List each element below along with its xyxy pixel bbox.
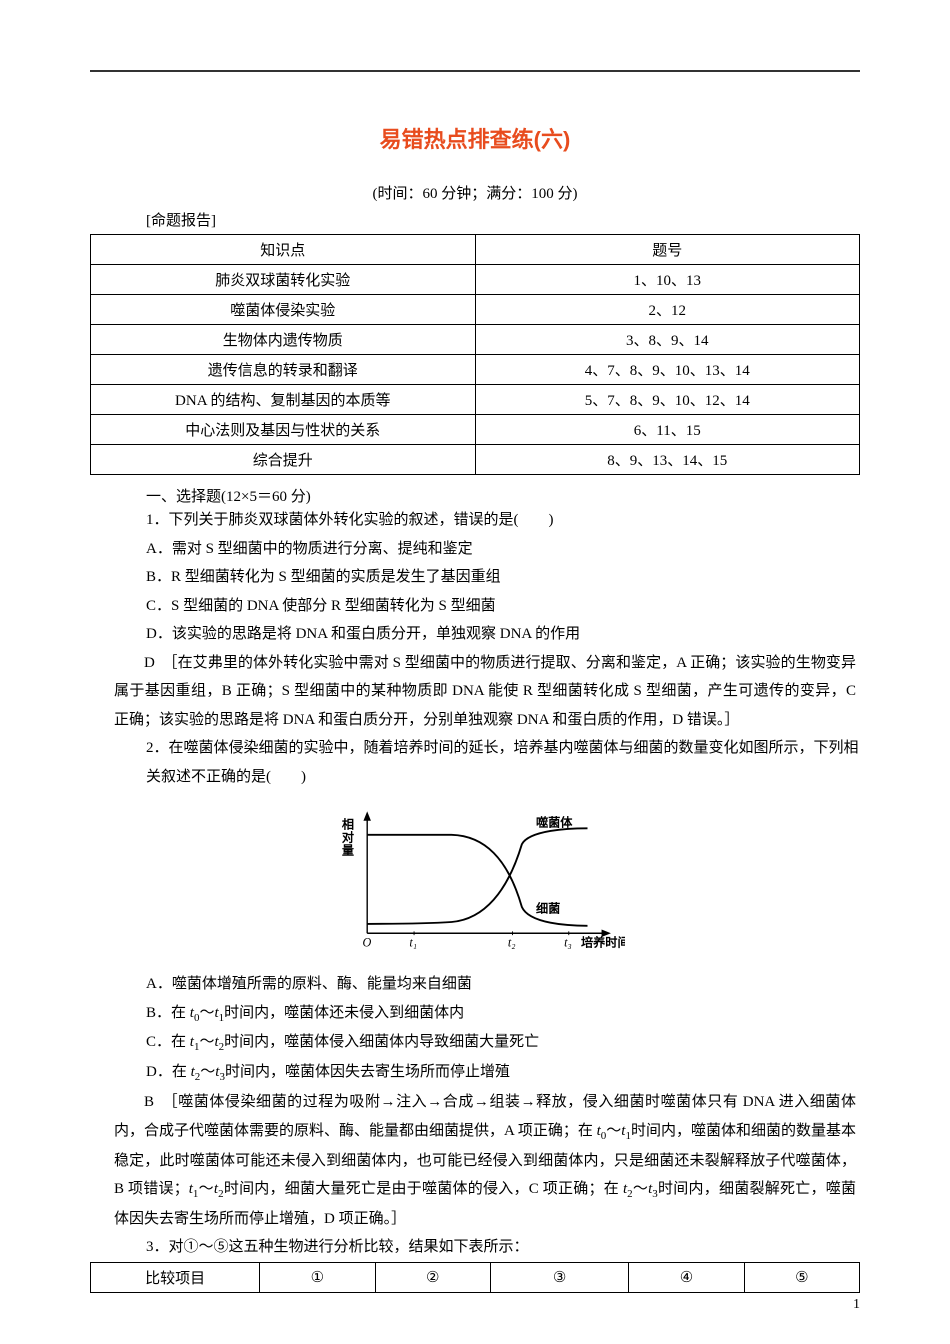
q2-answer-letter: B — [144, 1094, 154, 1110]
th-topic: 知识点 — [91, 235, 476, 265]
q1-opt-c: C．S 型细菌的 DNA 使部分 R 型细菌转化为 S 型细菌 — [146, 592, 860, 621]
cell: 1、10、13 — [475, 265, 860, 295]
q2-opt-b: B．在 t0～t1时间内，噬菌体还未侵入到细菌体内 — [146, 999, 860, 1029]
cell: 3、8、9、14 — [475, 325, 860, 355]
command-report-label: [命题报告] — [146, 209, 860, 230]
cell: ④ — [629, 1262, 744, 1292]
table-header-row: 知识点 题号 — [91, 235, 860, 265]
cell: 4、7、8、9、10、13、14 — [475, 355, 860, 385]
q1-opt-b: B．R 型细菌转化为 S 型细菌的实质是发生了基因重组 — [146, 563, 860, 592]
compare-table: 比较项目 ① ② ③ ④ ⑤ — [90, 1262, 860, 1293]
q2-opt-c: C．在 t1～t2时间内，噬菌体侵入细菌体内导致细菌大量死亡 — [146, 1028, 860, 1058]
cell: 中心法则及基因与性状的关系 — [91, 415, 476, 445]
question-1: 1．下列关于肺炎双球菌体外转化实验的叙述，错误的是( ) A．需对 S 型细菌中… — [146, 506, 860, 649]
q2-answer: B ［噬菌体侵染细菌的过程为吸附→注入→合成→组装→释放，侵入细菌时噬菌体只有 … — [114, 1088, 856, 1233]
question-2-stem: 2．在噬菌体侵染细菌的实验中，随着培养时间的延长，培养基内噬菌体与细菌的数量变化… — [146, 734, 860, 791]
cell: 5、7、8、9、10、12、14 — [475, 385, 860, 415]
cell: 2、12 — [475, 295, 860, 325]
cell: 8、9、13、14、15 — [475, 445, 860, 475]
doc-title: 易错热点排查练(六) — [90, 122, 860, 154]
doc-subtitle: (时间：60 分钟；满分：100 分) — [90, 182, 860, 203]
q1-opt-d: D．该实验的思路是将 DNA 和蛋白质分开，单独观察 DNA 的作用 — [146, 620, 860, 649]
table-row: 肺炎双球菌转化实验1、10、13 — [91, 265, 860, 295]
y-axis-label: 相对量 — [342, 816, 354, 857]
cell: 生物体内遗传物质 — [91, 325, 476, 355]
th-qnum: 题号 — [475, 235, 860, 265]
table-row: 比较项目 ① ② ③ ④ ⑤ — [91, 1262, 860, 1292]
topic-table: 知识点 题号 肺炎双球菌转化实验1、10、13 噬菌体侵染实验2、12 生物体内… — [90, 234, 860, 475]
top-rule — [90, 70, 860, 72]
y-axis-arrow — [363, 811, 371, 820]
table-row: 中心法则及基因与性状的关系6、11、15 — [91, 415, 860, 445]
q1-answer-text: ［在艾弗里的体外转化实验中需对 S 型细菌中的物质进行提取、分离和鉴定，A 正确… — [114, 655, 856, 728]
chart-svg: 相对量 噬菌体 细菌 O t₁ t₂ t₃ 培养时间 — [325, 797, 625, 957]
cell: ① — [260, 1262, 375, 1292]
table-row: 噬菌体侵染实验2、12 — [91, 295, 860, 325]
page: 易错热点排查练(六) (时间：60 分钟；满分：100 分) [命题报告] 知识… — [0, 0, 950, 1333]
x-axis-label: 培养时间 — [581, 934, 625, 949]
label-bacteria: 细菌 — [536, 901, 560, 916]
page-number: 1 — [853, 1297, 860, 1313]
q1-stem: 1．下列关于肺炎双球菌体外转化实验的叙述，错误的是( ) — [146, 512, 554, 528]
table-row: 生物体内遗传物质3、8、9、14 — [91, 325, 860, 355]
table-row: DNA 的结构、复制基因的本质等5、7、8、9、10、12、14 — [91, 385, 860, 415]
cell: 比较项目 — [91, 1262, 260, 1292]
tick-t2: t₂ — [508, 935, 516, 949]
table-row: 遗传信息的转录和翻译4、7、8、9、10、13、14 — [91, 355, 860, 385]
cell: 噬菌体侵染实验 — [91, 295, 476, 325]
cell: ② — [375, 1262, 490, 1292]
q2-opt-a: A．噬菌体增殖所需的原料、酶、能量均来自细菌 — [146, 970, 860, 999]
q1-answer: D ［在艾弗里的体外转化实验中需对 S 型细菌中的物质进行提取、分离和鉴定，A … — [114, 649, 856, 735]
tick-t3: t₃ — [564, 935, 572, 949]
tick-t1: t₁ — [409, 935, 417, 949]
question-3-stem: 3．对①～⑤这五种生物进行分析比较，结果如下表所示： — [146, 1233, 860, 1262]
cell: 肺炎双球菌转化实验 — [91, 265, 476, 295]
question-2-options: A．噬菌体增殖所需的原料、酶、能量均来自细菌 B．在 t0～t1时间内，噬菌体还… — [146, 970, 860, 1088]
q2-chart: 相对量 噬菌体 细菌 O t₁ t₂ t₃ 培养时间 — [90, 797, 860, 962]
q2-opt-d: D．在 t2～t3时间内，噬菌体因失去寄生场所而停止增殖 — [146, 1058, 860, 1088]
table-row: 综合提升8、9、13、14、15 — [91, 445, 860, 475]
q1-opt-a: A．需对 S 型细菌中的物质进行分离、提纯和鉴定 — [146, 535, 860, 564]
cell: 综合提升 — [91, 445, 476, 475]
cell: 6、11、15 — [475, 415, 860, 445]
cell: DNA 的结构、复制基因的本质等 — [91, 385, 476, 415]
cell: ③ — [490, 1262, 628, 1292]
tick-O: O — [363, 935, 372, 949]
cell: 遗传信息的转录和翻译 — [91, 355, 476, 385]
section-1-heading: 一、选择题(12×5＝60 分) — [146, 485, 860, 506]
label-phage: 噬菌体 — [536, 814, 573, 829]
cell: ⑤ — [744, 1262, 859, 1292]
q1-answer-letter: D — [144, 655, 155, 671]
